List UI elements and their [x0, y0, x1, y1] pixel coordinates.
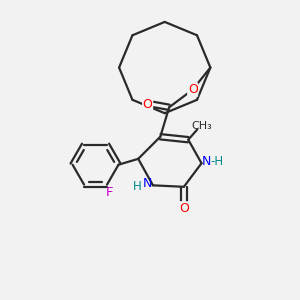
Text: H: H: [133, 180, 142, 193]
Text: F: F: [106, 186, 114, 200]
Text: -H: -H: [210, 155, 224, 168]
Text: CH₃: CH₃: [192, 121, 212, 131]
Text: O: O: [179, 202, 189, 215]
Text: O: O: [143, 98, 153, 111]
Text: N: N: [202, 155, 212, 168]
Text: N: N: [143, 177, 152, 190]
Text: O: O: [188, 83, 198, 96]
